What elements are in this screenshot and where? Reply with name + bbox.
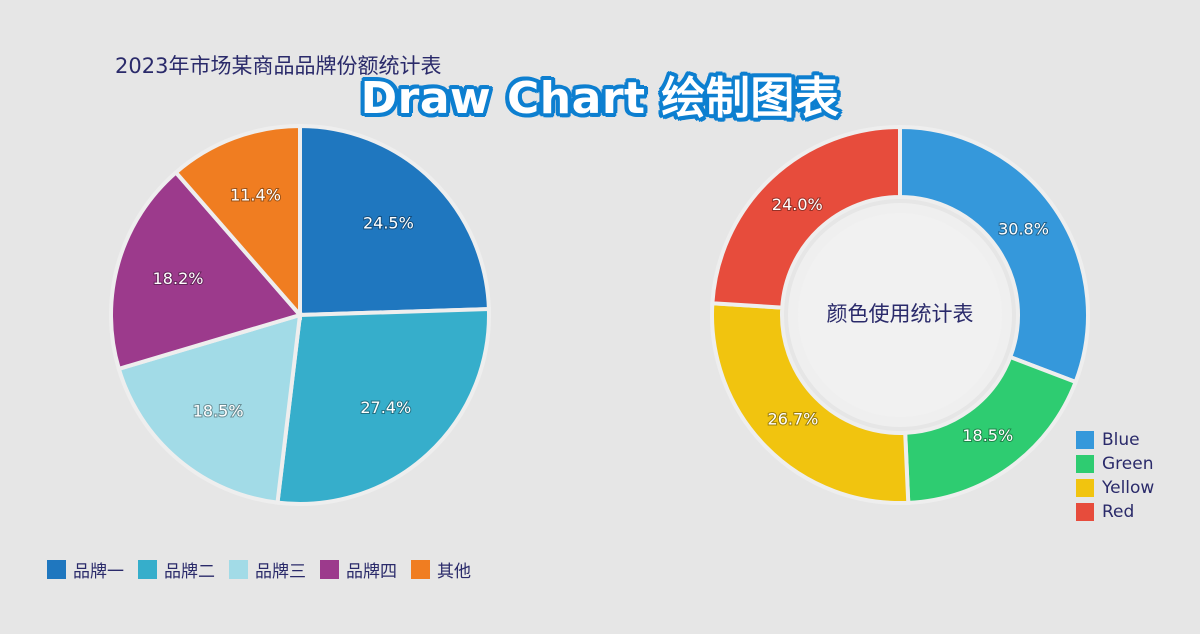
slice-3 xyxy=(710,301,911,505)
pie-chart-brands: 24.5% 27.4% 18.5% 18.2% 11.4% xyxy=(109,123,491,506)
slice-label-2: 27.4% xyxy=(360,398,411,417)
slice-4 xyxy=(710,124,902,310)
banner-title: Draw Chart 绘制图表 xyxy=(360,73,840,124)
legend-label: 品牌一 xyxy=(73,562,124,582)
legend-item[interactable]: 品牌二 xyxy=(138,557,215,582)
legend-label: Yellow xyxy=(1102,478,1155,498)
legend-item[interactable]: 品牌四 xyxy=(320,557,397,582)
pie-chart-title: 2023年市场某商品品牌份额统计表 xyxy=(115,54,442,78)
legend-swatch xyxy=(47,560,66,579)
legend-item[interactable]: 其他 xyxy=(411,557,471,582)
slice-1 xyxy=(898,124,1090,385)
legend-item[interactable]: Green xyxy=(1076,454,1154,474)
legend-label: Red xyxy=(1102,502,1135,522)
legend-label: Blue xyxy=(1102,430,1140,450)
legend-label: 品牌三 xyxy=(255,562,306,582)
legend-swatch xyxy=(229,560,248,579)
legend-label: 品牌四 xyxy=(346,562,397,582)
legend-swatch xyxy=(1076,431,1094,449)
legend-item[interactable]: 品牌一 xyxy=(47,557,124,582)
slice-4 xyxy=(109,169,304,372)
slice-1 xyxy=(298,123,491,318)
slice-label-2: 18.5% xyxy=(962,426,1013,445)
legend-item[interactable]: 品牌三 xyxy=(229,557,306,582)
slice-label-5: 11.4% xyxy=(230,186,281,205)
slice-5 xyxy=(173,123,302,321)
slice-label-4: 24.0% xyxy=(772,195,823,214)
legend-swatch xyxy=(1076,455,1094,473)
donut-chart-colors: 30.8% 18.5% 26.7% 24.0% 颜色使用统计表 xyxy=(710,124,1090,505)
legend-swatch xyxy=(1076,503,1094,521)
slice-3 xyxy=(116,312,303,505)
legend-swatch xyxy=(138,560,157,579)
legend-swatch xyxy=(320,560,339,579)
slice-label-4: 18.2% xyxy=(153,269,204,288)
slice-label-3: 26.7% xyxy=(768,410,819,429)
donut-center-title: 颜色使用统计表 xyxy=(827,302,974,326)
slice-label-1: 24.5% xyxy=(363,213,414,232)
legend-label: 品牌二 xyxy=(164,562,215,582)
donut-hole xyxy=(798,213,1002,417)
donut-legend: Blue Green Yellow Red xyxy=(1076,430,1154,522)
legend-item[interactable]: Yellow xyxy=(1076,478,1154,498)
legend-item[interactable]: Red xyxy=(1076,502,1154,522)
slice-label-1: 30.8% xyxy=(998,219,1049,238)
legend-item[interactable]: Blue xyxy=(1076,430,1154,450)
legend-swatch xyxy=(411,560,430,579)
slice-2 xyxy=(275,307,491,506)
pie-legend: 品牌一 品牌二 品牌三 品牌四 其他 xyxy=(47,557,471,582)
legend-label: 其他 xyxy=(437,562,471,582)
slice-label-3: 18.5% xyxy=(193,402,244,421)
legend-label: Green xyxy=(1102,454,1154,474)
legend-swatch xyxy=(1076,479,1094,497)
